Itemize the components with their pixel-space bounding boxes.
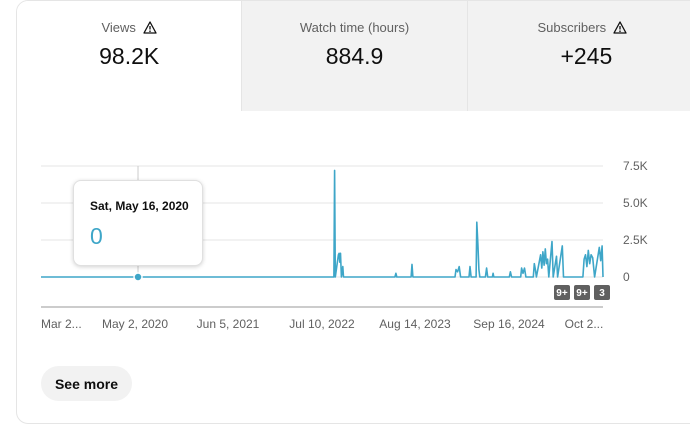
tooltip-date: Sat, May 16, 2020 [90, 199, 189, 213]
x-tick-label: Sep 16, 2024 [473, 317, 545, 331]
metric-tab-subscribers[interactable]: Subscribers +245 [466, 1, 690, 111]
y-tick-label: 5.0K [623, 196, 648, 210]
x-tick-label: Oct 2... [565, 317, 604, 331]
metric-tabs: Views 98.2K Watch time (hours) 884.9 Sub… [17, 1, 690, 111]
highlight-point [133, 272, 143, 282]
annotation-badge[interactable]: 3 [594, 285, 610, 300]
y-tick-label: 2.5K [623, 233, 648, 247]
metric-label: Watch time (hours) [299, 20, 410, 35]
badge-label: 9+ [556, 288, 568, 299]
warning-icon[interactable] [613, 21, 627, 34]
tooltip-value: 0 [90, 223, 103, 249]
metric-value: 884.9 [325, 43, 384, 69]
x-tick-label: Jul 10, 2022 [289, 317, 355, 331]
series-line [41, 169, 604, 278]
metric-value: +245 [560, 43, 613, 69]
x-tick-label: Mar 2... [41, 317, 82, 331]
annotation-badge[interactable]: 9+ [554, 285, 570, 300]
views-line-chart[interactable]: 0 2.5K 5.0K 7.5K Mar 2... May 2, 2020 Jun 5, 2… [17, 1, 690, 424]
analytics-card: Views 98.2K Watch time (hours) 884.9 Sub… [16, 0, 690, 424]
badge-label: 9+ [576, 288, 588, 299]
y-tick-label: 0 [623, 270, 630, 284]
badge-label: 3 [599, 288, 605, 299]
chart-tooltip: Sat, May 16, 2020 0 [73, 180, 203, 266]
y-tick-label: 7.5K [623, 159, 648, 173]
metric-tab-views[interactable]: Views 98.2K [17, 1, 242, 111]
x-tick-label: Jun 5, 2021 [197, 317, 260, 331]
x-tick-label: May 2, 2020 [102, 317, 168, 331]
see-more-button[interactable]: See more [41, 366, 132, 401]
x-tick-label: Aug 14, 2023 [379, 317, 451, 331]
metric-label: Subscribers [537, 20, 607, 35]
annotation-badge[interactable]: 9+ [574, 285, 590, 300]
metric-tab-watch-time[interactable]: Watch time (hours) 884.9 [241, 1, 467, 111]
metric-label: Views [101, 20, 136, 35]
warning-icon[interactable] [143, 21, 157, 34]
metric-value: 98.2K [99, 43, 160, 69]
